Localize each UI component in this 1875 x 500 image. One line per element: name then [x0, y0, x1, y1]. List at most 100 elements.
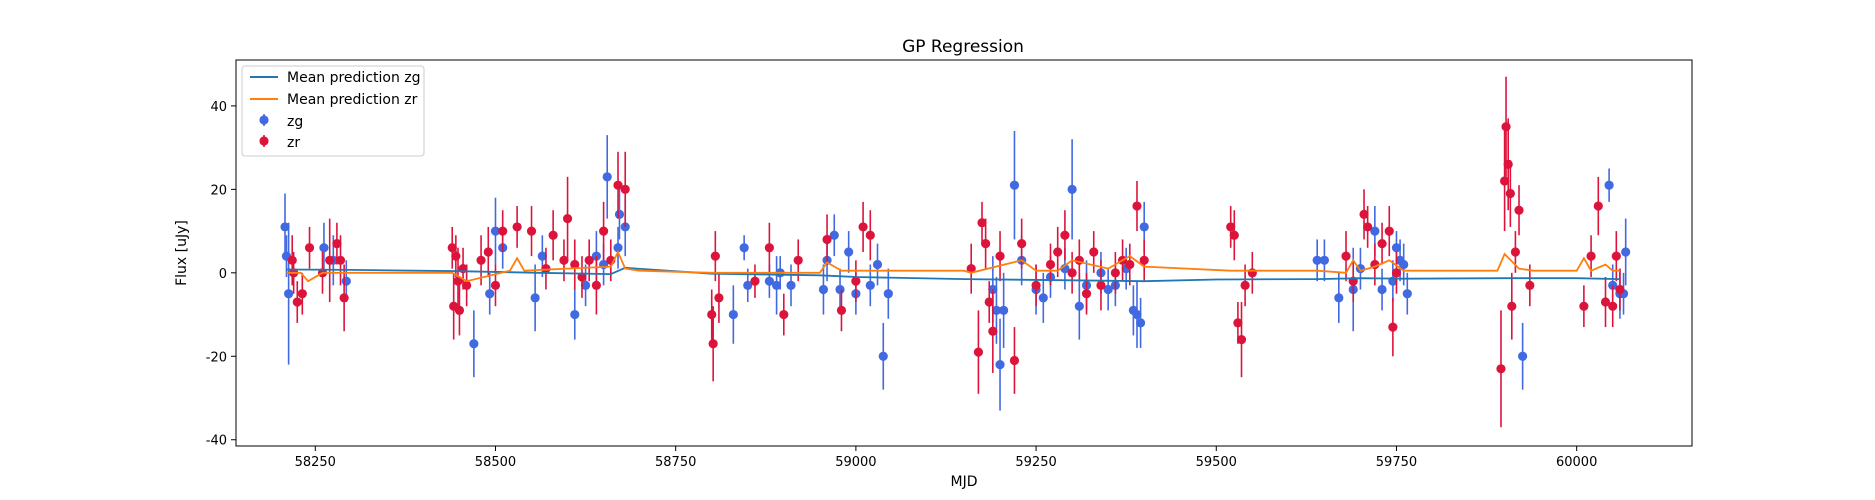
y-tick-label: -40	[206, 434, 227, 449]
data-point	[512, 222, 522, 232]
data-point	[1505, 188, 1515, 199]
data-point	[1525, 280, 1535, 290]
data-point	[1391, 243, 1402, 253]
data-point	[485, 289, 495, 299]
x-axis-label: MJD	[951, 474, 978, 490]
data-point	[844, 247, 854, 257]
y-tick-label: -20	[206, 350, 227, 365]
legend-label-mean-zr: Mean prediction zr	[287, 92, 418, 108]
data-point	[577, 272, 587, 282]
data-point	[977, 218, 987, 228]
legend-label-zr: zr	[287, 135, 300, 151]
data-point	[1600, 297, 1611, 307]
data-point	[562, 213, 573, 224]
legend-label-mean-zg: Mean prediction zg	[287, 70, 421, 86]
data-point	[1074, 301, 1084, 311]
data-point	[995, 251, 1005, 261]
data-point	[1067, 184, 1077, 194]
data-point	[1009, 355, 1020, 366]
data-point	[1236, 334, 1247, 345]
data-point	[966, 264, 976, 274]
data-point	[1139, 222, 1149, 232]
data-point	[526, 226, 537, 236]
plot-area	[280, 76, 1631, 428]
data-point	[822, 234, 832, 245]
data-point	[490, 226, 501, 236]
data-point	[995, 360, 1005, 370]
data-point	[613, 243, 623, 253]
legend-marker	[259, 115, 269, 125]
data-point	[325, 255, 335, 265]
data-point	[984, 297, 994, 307]
data-point	[451, 251, 461, 261]
data-point	[297, 289, 307, 299]
data-point	[1139, 255, 1149, 265]
x-tick-label: 59750	[1376, 455, 1417, 470]
data-point	[462, 280, 472, 290]
data-point	[728, 309, 738, 320]
data-point	[447, 243, 457, 253]
data-point	[999, 305, 1009, 315]
legend-box	[241, 65, 425, 157]
data-point	[1611, 251, 1621, 261]
data-point	[1391, 268, 1402, 278]
data-point	[872, 259, 883, 270]
data-point	[620, 184, 630, 194]
data-point	[981, 239, 991, 249]
data-point	[779, 309, 789, 320]
data-point	[865, 280, 875, 290]
series-zg	[280, 130, 1631, 411]
data-point	[1067, 268, 1077, 278]
data-point	[287, 255, 297, 265]
data-point	[1053, 247, 1063, 257]
series-line	[286, 266, 1620, 283]
data-point	[1608, 301, 1618, 311]
data-point	[1240, 280, 1250, 290]
data-point	[498, 226, 508, 236]
data-point	[973, 347, 984, 357]
axes-frame	[235, 59, 1693, 447]
data-point	[1125, 259, 1135, 270]
data-point	[319, 243, 329, 253]
data-point	[1135, 318, 1146, 328]
data-point	[1370, 226, 1380, 236]
data-point	[1312, 255, 1322, 265]
data-point	[707, 309, 717, 320]
legend: Mean prediction zg Mean prediction zr zg…	[241, 65, 425, 157]
data-point	[280, 222, 290, 232]
data-point	[793, 255, 803, 265]
data-point	[613, 180, 623, 190]
data-point	[530, 293, 540, 303]
y-axis-label: Flux [uJy]	[174, 220, 190, 286]
data-point	[1518, 351, 1528, 361]
x-tick-label: 59000	[835, 455, 876, 470]
data-point	[1377, 284, 1387, 295]
x-tick-label: 58750	[655, 455, 696, 470]
data-point	[1363, 222, 1373, 232]
data-point	[453, 276, 463, 286]
data-point	[836, 305, 847, 315]
data-point	[1031, 280, 1041, 290]
data-point	[537, 251, 547, 261]
data-point	[584, 255, 594, 265]
series-line	[286, 249, 1620, 283]
data-point	[1359, 209, 1369, 219]
data-point	[1615, 284, 1625, 295]
data-point	[764, 243, 774, 253]
data-point	[490, 280, 501, 290]
data-point	[341, 276, 351, 286]
data-point	[1110, 268, 1120, 278]
data-point	[835, 284, 845, 295]
data-point	[988, 326, 998, 336]
data-point	[1132, 309, 1142, 320]
data-point	[335, 255, 346, 265]
data-point	[580, 280, 591, 290]
data-point	[591, 280, 601, 290]
data-point	[764, 276, 774, 286]
data-point	[602, 172, 612, 182]
data-point	[1233, 318, 1243, 328]
data-point	[454, 305, 465, 315]
data-point	[1229, 230, 1239, 240]
data-point	[1045, 259, 1056, 270]
data-point	[1399, 259, 1409, 270]
